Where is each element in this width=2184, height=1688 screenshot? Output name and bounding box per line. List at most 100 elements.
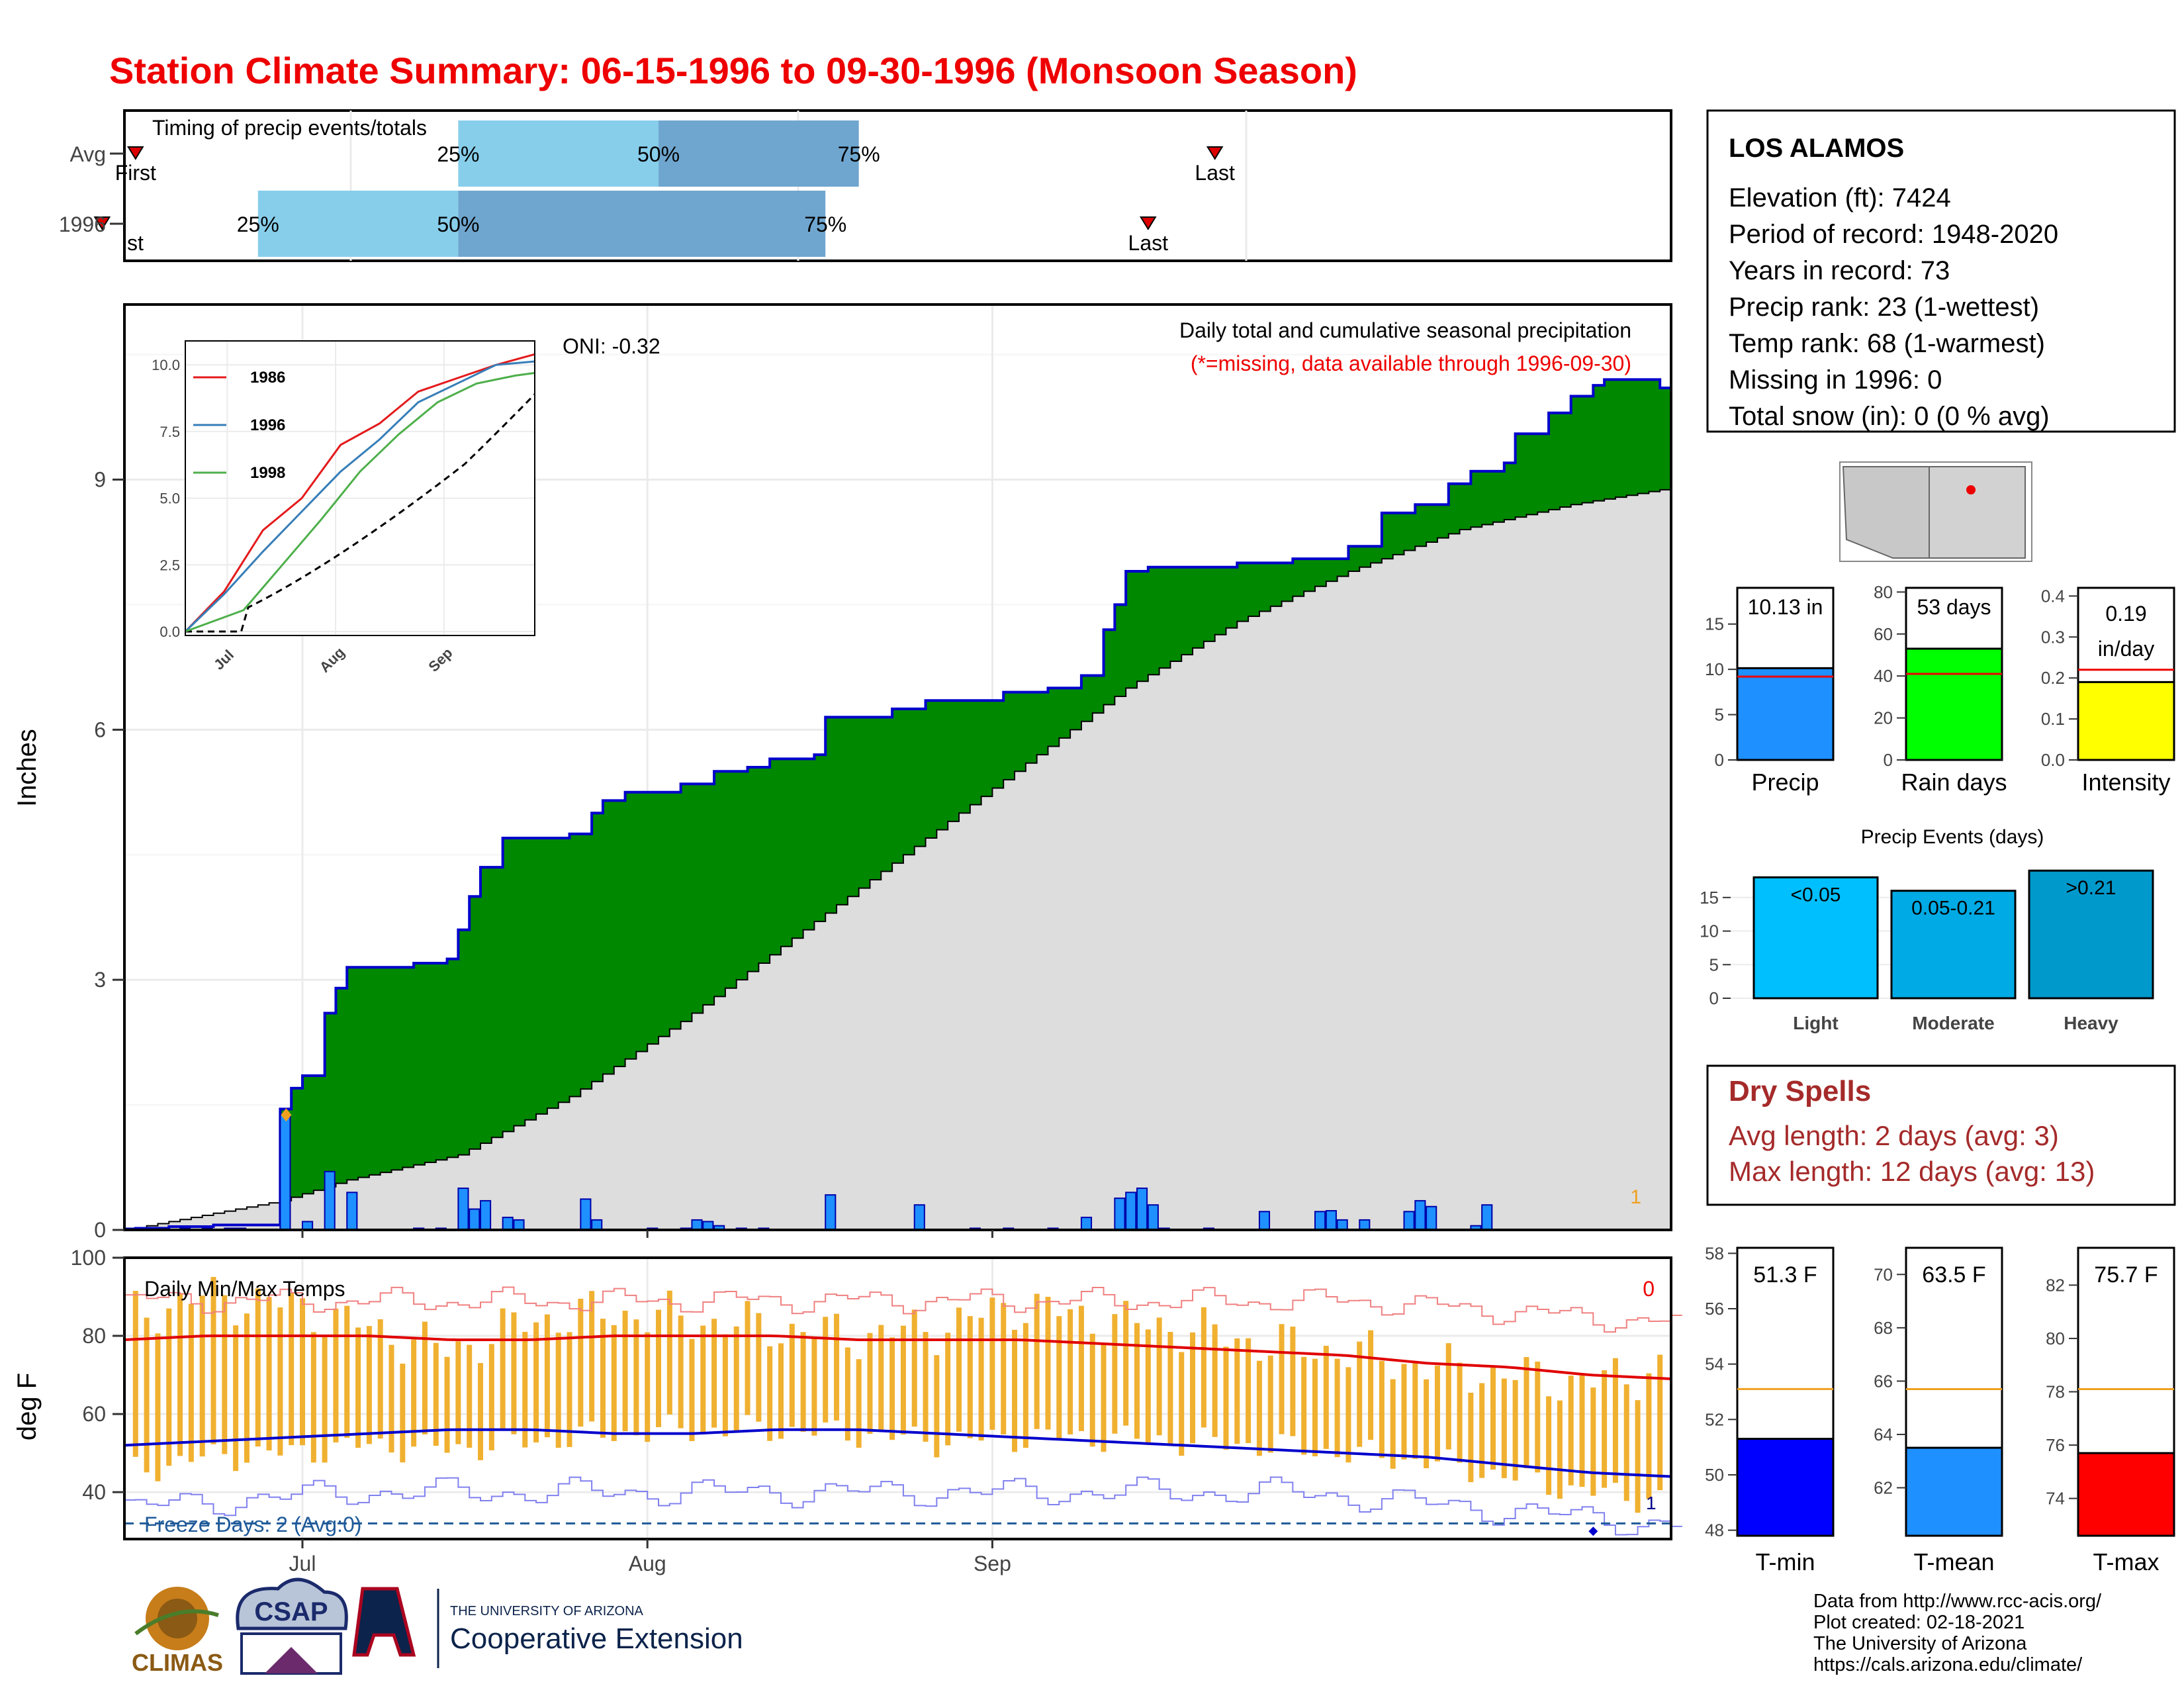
temp-summary-y-tick-label: 64 bbox=[1874, 1425, 1893, 1444]
daily-temp-bar bbox=[266, 1297, 272, 1451]
precip-y-tick-label: 0 bbox=[94, 1218, 106, 1242]
daily-temp-bar bbox=[1345, 1367, 1351, 1463]
temp-summary-y-tick-label: 56 bbox=[1705, 1299, 1724, 1319]
daily-temp-bar bbox=[666, 1290, 672, 1415]
csap-logo-text: CSAP bbox=[254, 1597, 328, 1626]
daily-precip-bar bbox=[913, 1204, 925, 1231]
daily-temp-bar bbox=[500, 1308, 506, 1430]
daily-temp-bar bbox=[1101, 1344, 1107, 1452]
summary-bar-value: 53 days bbox=[1917, 595, 1991, 619]
daily-temp-bar bbox=[1012, 1329, 1018, 1452]
daily-temp-bar bbox=[1646, 1373, 1652, 1499]
temp-y-tick-label: 100 bbox=[71, 1246, 106, 1270]
daily-temp-bar bbox=[834, 1313, 840, 1421]
inset-legend: 1986 1996 1998 bbox=[193, 369, 285, 482]
timing-q75-label: 75% bbox=[804, 212, 846, 236]
precip-y-tick-label: 3 bbox=[94, 968, 106, 992]
daily-temp-bar bbox=[889, 1337, 895, 1440]
daily-temp-bar bbox=[522, 1331, 528, 1448]
temp-y-tick-label: 80 bbox=[82, 1324, 106, 1348]
summary-bars: 10.13 in 0 5 10 15 Precip 53 days 0 20 40 60 80 Rain… bbox=[1705, 582, 2175, 796]
month-label: Sep bbox=[974, 1552, 1011, 1575]
events-bar-label: Heavy bbox=[2064, 1013, 2118, 1033]
daily-temp-bar bbox=[1023, 1323, 1028, 1448]
daily-temp-bar bbox=[555, 1333, 561, 1448]
summary-bar-value-unit: in/day bbox=[2098, 637, 2154, 661]
daily-temp-bar bbox=[1212, 1324, 1218, 1437]
daily-temp-bar bbox=[1479, 1383, 1485, 1478]
events-bar bbox=[1890, 890, 2017, 1000]
summary-bar bbox=[1905, 647, 2003, 761]
summary-y-tick-label: 20 bbox=[1874, 708, 1893, 728]
daily-precip-bar bbox=[1136, 1188, 1148, 1231]
dry-spells-box: Dry Spells Avg length: 2 days (avg: 3) M… bbox=[1706, 1064, 2176, 1206]
temp-summary-label: T-mean bbox=[1913, 1548, 1994, 1575]
summary-y-tick-label: 0 bbox=[1884, 750, 1893, 770]
daily-temp-bar bbox=[1368, 1330, 1374, 1440]
events-y-tick-label: 10 bbox=[1700, 921, 1719, 941]
daily-temp-bar bbox=[589, 1291, 595, 1422]
timing-q25-label: 25% bbox=[437, 142, 479, 166]
daily-temp-bar bbox=[377, 1319, 383, 1439]
station-line-temp-rank: Temp rank: 68 (1-warmest) bbox=[1729, 329, 2045, 358]
events-bar-label: Light bbox=[1793, 1013, 1838, 1033]
daily-temp-bar bbox=[1612, 1358, 1618, 1483]
daily-temp-bar bbox=[422, 1321, 428, 1434]
daily-temp-bar bbox=[233, 1325, 239, 1472]
events-bar-label: Moderate bbox=[1912, 1013, 1994, 1033]
timing-q25-label: 25% bbox=[237, 212, 279, 236]
station-line-snow: Total snow (in): 0 (0 % avg) bbox=[1729, 402, 2050, 431]
daily-temp-bar bbox=[1334, 1358, 1340, 1458]
daily-precip-bar bbox=[480, 1199, 492, 1231]
daily-temp-bar bbox=[1045, 1297, 1051, 1430]
daily-temp-bar bbox=[722, 1334, 728, 1436]
precip-subtitle: Daily total and cumulative seasonal prec… bbox=[1179, 318, 1631, 342]
temp-summary-bars: 51.3 F 48 50 52 54 56 58 T-min 63.5 F 62 64 66 68 70 T… bbox=[1705, 1243, 2175, 1575]
daily-temp-bar bbox=[778, 1343, 784, 1439]
summary-bar bbox=[1736, 667, 1835, 761]
daily-temp-bar bbox=[700, 1325, 706, 1432]
daily-temp-bar bbox=[1457, 1362, 1463, 1463]
daily-temp-bar bbox=[1290, 1327, 1296, 1436]
daily-temp-bar bbox=[856, 1359, 862, 1448]
daily-temp-bar bbox=[544, 1314, 550, 1438]
climas-logo: CLIMAS bbox=[132, 1587, 223, 1676]
temp-summary-y-tick-label: 66 bbox=[1874, 1371, 1893, 1391]
daily-temp-bar bbox=[1123, 1301, 1129, 1426]
daily-temp-bar bbox=[689, 1338, 695, 1442]
daily-temp-bar bbox=[823, 1317, 829, 1423]
daily-temp-bar bbox=[1068, 1309, 1073, 1434]
precip-missing-count: 1 bbox=[1630, 1186, 1641, 1208]
daily-temp-bar bbox=[600, 1319, 606, 1438]
daily-temp-bar bbox=[1156, 1317, 1162, 1436]
daily-temp-bar bbox=[878, 1325, 884, 1431]
daily-temp-bar bbox=[1256, 1360, 1262, 1456]
summary-y-tick-label: 0.2 bbox=[2041, 668, 2065, 688]
csap-logo: CSAP bbox=[236, 1577, 348, 1675]
freeze-day-marker bbox=[1588, 1526, 1598, 1536]
daily-precip-bar bbox=[691, 1219, 703, 1231]
daily-precip-bar bbox=[469, 1208, 480, 1231]
timing-last-marker bbox=[1206, 146, 1224, 160]
daily-precip-bar bbox=[1481, 1204, 1493, 1231]
daily-temp-bar bbox=[166, 1308, 172, 1466]
credits: Data from http://www.rcc-acis.org/ Plot … bbox=[1813, 1591, 2102, 1675]
temp-summary-y-tick-label: 70 bbox=[1874, 1264, 1893, 1284]
temp-summary-value: 75.7 F bbox=[2094, 1262, 2158, 1288]
timing-q50-q75-box bbox=[659, 120, 859, 187]
station-location-marker bbox=[1966, 485, 1976, 494]
daily-temp-bar bbox=[1279, 1324, 1285, 1434]
daily-temp-bar bbox=[1490, 1366, 1496, 1470]
daily-precip-bar bbox=[1080, 1217, 1093, 1231]
daily-temp-bar bbox=[1468, 1392, 1474, 1483]
temp-summary-y-tick-label: 54 bbox=[1705, 1354, 1724, 1374]
average-cumulative-area bbox=[124, 488, 1672, 1231]
precip-subtitle-missing: (*=missing, data available through 1996-… bbox=[1191, 352, 1631, 375]
daily-temp-bar bbox=[789, 1323, 795, 1427]
summary-y-tick-label: 80 bbox=[1874, 582, 1893, 602]
temp-summary-bar bbox=[1905, 1446, 2003, 1537]
temp-summary-label: T-max bbox=[2093, 1548, 2159, 1575]
average-max-temp-line bbox=[124, 1335, 1672, 1380]
